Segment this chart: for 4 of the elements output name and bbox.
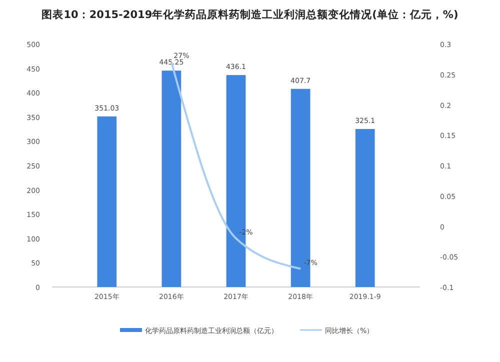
bar bbox=[355, 129, 375, 287]
bar bbox=[162, 70, 182, 287]
chart-title: 图表10：2015-2019年化学药品原料药制造工业利润总额变化情况(单位：亿元，%) bbox=[42, 8, 458, 21]
bar bbox=[97, 116, 117, 287]
